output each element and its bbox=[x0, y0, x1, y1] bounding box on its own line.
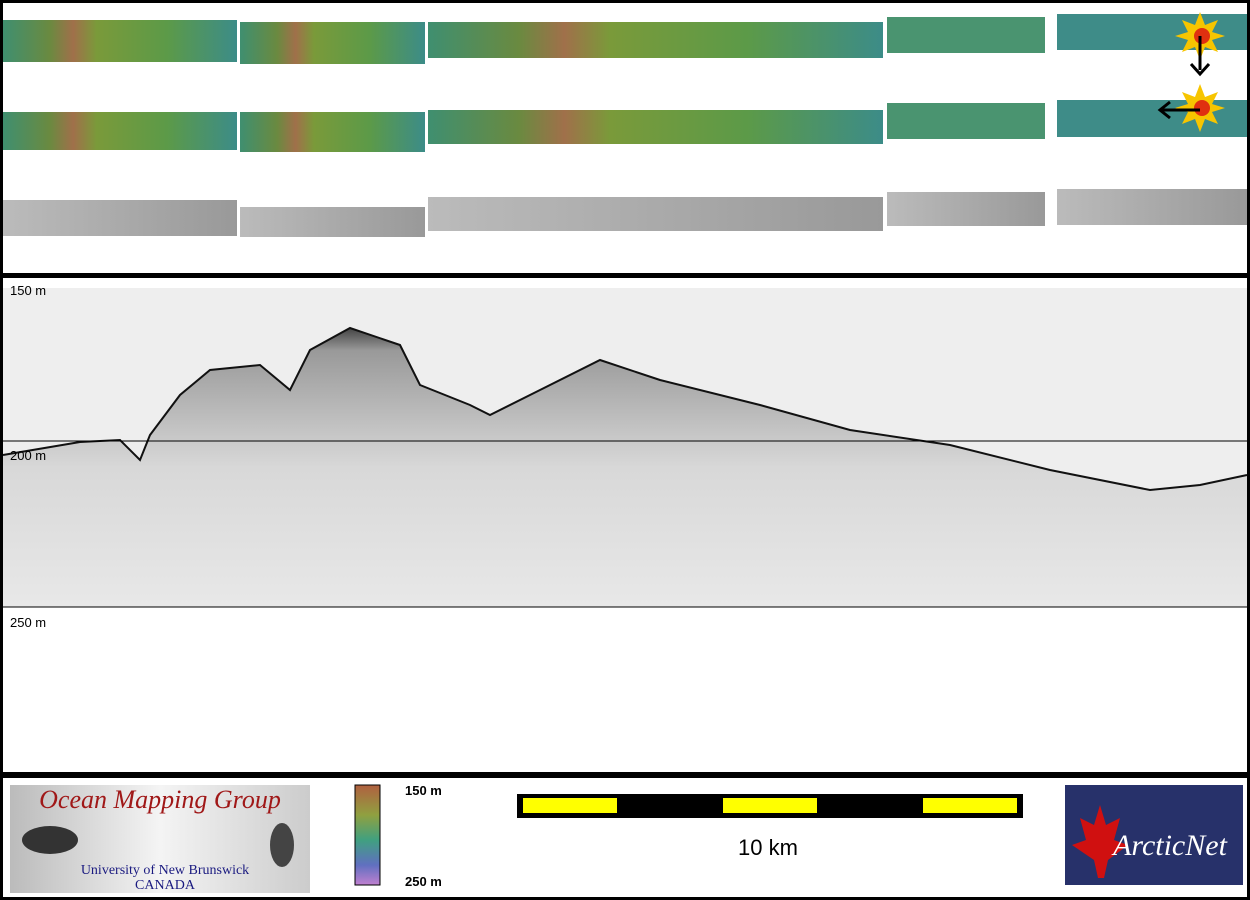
swath-strips bbox=[3, 14, 1247, 237]
color-bar-label: 250 m bbox=[405, 874, 442, 889]
logo-subtitle: University of New Brunswick bbox=[81, 863, 249, 878]
sun-icons bbox=[1157, 12, 1225, 132]
seabed-line bbox=[2, 326, 1248, 492]
depth-label: 200 m bbox=[10, 448, 46, 463]
depth-label: 250 m bbox=[10, 615, 46, 630]
arcticnet-text: ArcticNet bbox=[1111, 829, 1228, 862]
logo-icon bbox=[270, 823, 294, 867]
color-bar-label: 150 m bbox=[405, 783, 442, 798]
scale-label: 10 km bbox=[738, 835, 798, 860]
seabed-echo bbox=[3, 328, 1247, 607]
logo-title: Ocean Mapping Group bbox=[39, 785, 281, 814]
logo-subtitle: CANADA bbox=[135, 878, 196, 893]
depth-label: 150 m bbox=[10, 283, 46, 298]
scale-bar bbox=[517, 794, 1023, 818]
maple-leaf bbox=[1072, 805, 1128, 878]
color-bar bbox=[354, 784, 381, 886]
logo-icon bbox=[22, 826, 78, 854]
